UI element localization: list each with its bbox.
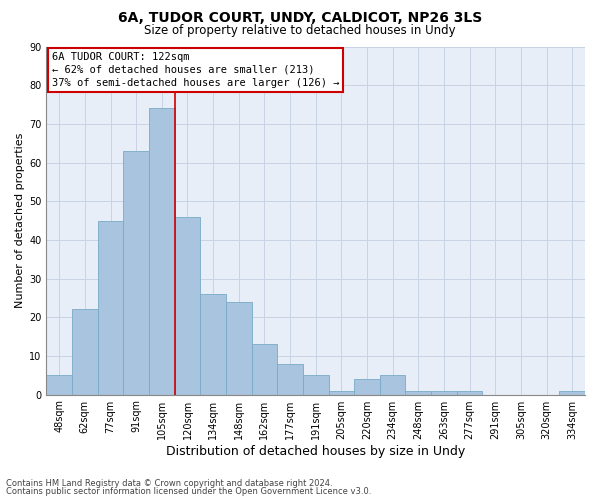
Text: Size of property relative to detached houses in Undy: Size of property relative to detached ho… (144, 24, 456, 37)
Bar (303, 375, 329, 394)
Bar (175, 216, 200, 394)
Bar (200, 294, 226, 394)
Text: 6A, TUDOR COURT, UNDY, CALDICOT, NP26 3LS: 6A, TUDOR COURT, UNDY, CALDICOT, NP26 3L… (118, 11, 482, 25)
Bar (559, 390, 585, 394)
Bar (329, 390, 354, 394)
Bar (406, 390, 431, 394)
Bar (124, 151, 149, 394)
Bar (380, 375, 406, 394)
Bar (457, 390, 482, 394)
Y-axis label: Number of detached properties: Number of detached properties (15, 133, 25, 308)
X-axis label: Distribution of detached houses by size in Undy: Distribution of detached houses by size … (166, 444, 466, 458)
Bar (354, 379, 380, 394)
Bar (98, 220, 124, 394)
Bar (149, 108, 175, 395)
Bar (226, 302, 251, 394)
Bar (277, 364, 303, 394)
Bar (46, 375, 72, 394)
Text: 6A TUDOR COURT: 122sqm
← 62% of detached houses are smaller (213)
37% of semi-de: 6A TUDOR COURT: 122sqm ← 62% of detached… (52, 52, 339, 88)
Bar (251, 344, 277, 395)
Text: Contains public sector information licensed under the Open Government Licence v3: Contains public sector information licen… (6, 487, 371, 496)
Bar (431, 390, 457, 394)
Bar (72, 310, 98, 394)
Text: Contains HM Land Registry data © Crown copyright and database right 2024.: Contains HM Land Registry data © Crown c… (6, 478, 332, 488)
